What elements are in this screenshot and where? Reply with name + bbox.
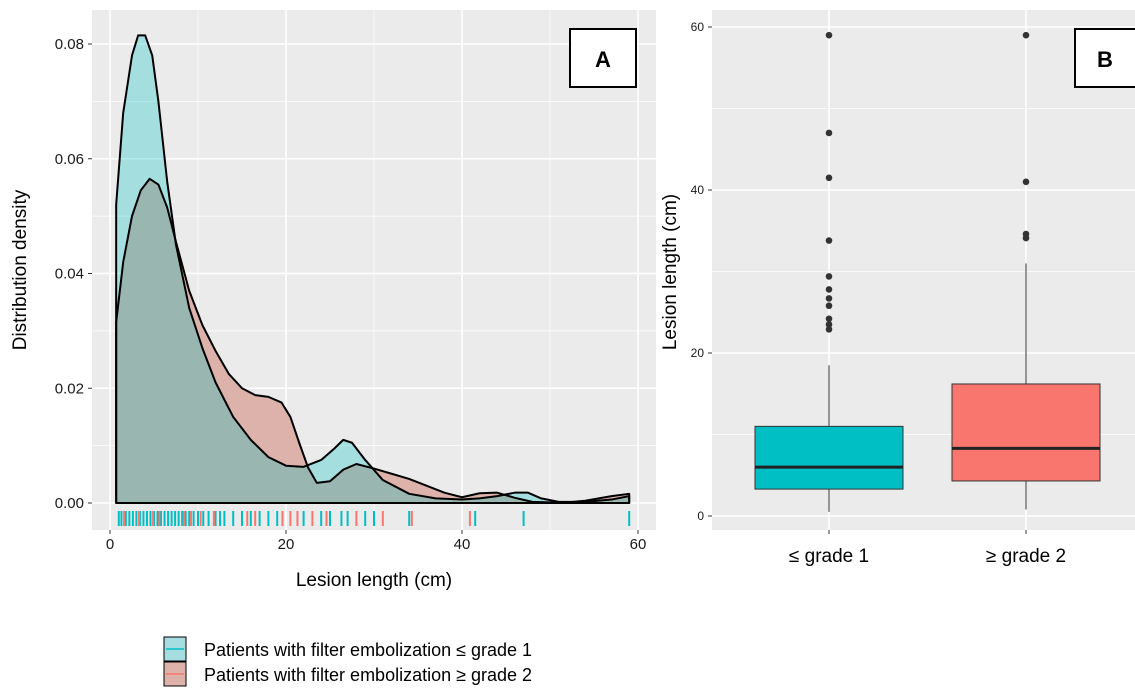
panel-a-y-ticks: 0.00 0.02 0.04 0.06 0.08 [55,36,92,512]
category-label: ≤ grade 1 [789,546,869,567]
panel-b-category-labels: ≤ grade 1 ≥ grade 2 [789,530,1066,567]
panel-b-y-ticks: 0 20 40 60 [691,20,712,523]
panel-a-density-areas [115,34,631,504]
y-tick-label: 0.04 [55,266,84,283]
panel-b-boxplots [754,31,1101,512]
outlier-point [825,295,833,302]
panel-a-x-ticks: 0 20 40 60 [106,530,647,553]
outlier-point [825,315,833,323]
legend: Patients with filter embolization ≤ grad… [163,636,532,687]
x-tick-label: 40 [454,536,471,553]
panel-b-y-axis-label: Lesion length (cm) [660,194,681,350]
outlier-point [825,237,833,244]
category-label: ≥ grade 2 [986,546,1066,567]
boxplot-1 [754,31,904,512]
density-line-group1 [115,34,631,504]
outlier-point [825,286,833,293]
y-tick-label: 40 [691,183,705,197]
panel-b-label-box [1074,28,1135,88]
panel-a-y-axis-label: Distribution density [10,189,31,350]
x-tick-label: 0 [106,536,114,553]
y-tick-label: 0.02 [55,380,84,397]
y-tick-label: 0 [697,509,704,523]
y-tick-label: 20 [691,346,705,360]
legend-item-group2: Patients with filter embolization ≥ grad… [163,661,532,687]
outlier-point [1022,31,1030,39]
outlier-point [825,326,833,333]
boxplot-2 [951,31,1101,510]
outlier-point [825,174,833,182]
y-tick-label: 60 [691,20,705,34]
density-area-group1 [116,35,630,504]
y-tick-label: 0.08 [55,36,84,53]
outlier-point [825,273,833,280]
panel-a: 0.00 0.02 0.04 0.06 0.08 0 20 40 60 A Lesion le… [10,10,656,591]
panel-a-label: A [595,47,611,72]
box [754,425,904,490]
x-tick-label: 60 [630,536,647,553]
panel-b-label: B [1097,47,1113,72]
outlier-point [825,31,833,39]
density-area-group2 [116,178,630,504]
legend-item-group1: Patients with filter embolization ≤ grad… [163,636,532,662]
outlier-point [825,321,833,328]
outlier-point [825,129,833,137]
y-tick-label: 0.00 [55,495,84,512]
legend-label-group2: Patients with filter embolization ≥ grad… [204,665,532,685]
panel-b: 0 20 40 60 ≤ grade 1 ≥ grade 2 B Lesion leng… [660,10,1135,567]
panel-a-x-axis-label: Lesion length (cm) [296,570,452,591]
y-tick-label: 0.06 [55,151,84,168]
box [951,383,1101,482]
panel-a-label-box [569,28,637,88]
panel-a-rug [117,511,631,526]
x-tick-label: 20 [278,536,295,553]
outlier-point [1022,178,1030,186]
outlier-point [1022,230,1030,238]
outlier-point [825,302,833,310]
legend-label-group1: Patients with filter embolization ≤ grad… [204,640,532,660]
